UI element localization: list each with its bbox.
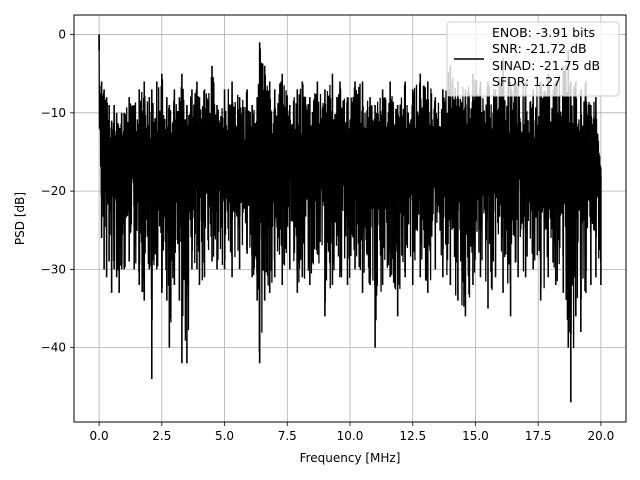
legend-line-sinad: SINAD: -21.75 dB — [492, 58, 600, 73]
x-axis: 0.0 2.5 5.0 7.5 10.0 12.5 15.0 17.5 20.0 — [90, 422, 615, 443]
psd-line — [98, 34, 602, 353]
y-axis: 0 −10 −20 −30 −40 — [41, 28, 74, 355]
x-tick-label: 7.5 — [278, 429, 297, 443]
x-tick-label: 5.0 — [215, 429, 234, 443]
legend-line-snr: SNR: -21.72 dB — [492, 41, 587, 56]
y-tick-label: −20 — [41, 184, 66, 198]
y-axis-label: PSD [dB] — [13, 192, 27, 245]
psd-series — [98, 34, 602, 403]
legend-box — [446, 21, 620, 97]
x-tick-label: 0.0 — [90, 429, 109, 443]
x-tick-label: 12.5 — [399, 429, 426, 443]
x-tick-label: 20.0 — [588, 429, 615, 443]
x-tick-label: 15.0 — [462, 429, 489, 443]
legend: ENOB: -3.91 bits SNR: -21.72 dB SINAD: -… — [446, 21, 620, 97]
y-tick-label: −30 — [41, 262, 66, 276]
x-tick-label: 2.5 — [152, 429, 171, 443]
x-axis-label: Frequency [MHz] — [300, 451, 401, 465]
x-tick-label: 17.5 — [525, 429, 552, 443]
legend-line-enob: ENOB: -3.91 bits — [492, 25, 595, 40]
x-tick-label: 10.0 — [337, 429, 364, 443]
legend-line-sfdr: SFDR: 1.27 — [492, 74, 561, 89]
plot-frame — [73, 14, 627, 423]
y-tick-label: −10 — [41, 106, 66, 120]
y-tick-label: 0 — [58, 28, 66, 42]
y-tick-label: −40 — [41, 341, 66, 355]
